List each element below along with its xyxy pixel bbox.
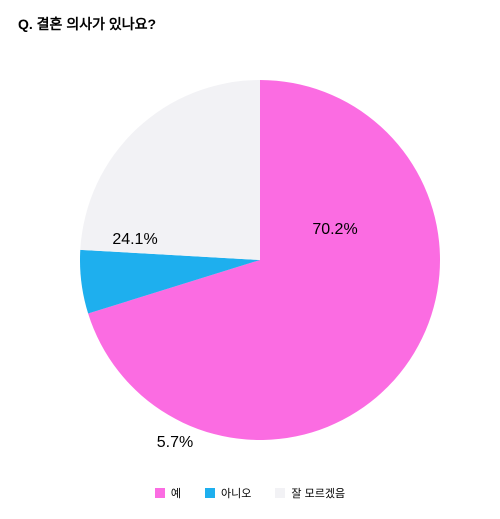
legend-item-unsure: 잘 모르겠음 [275, 485, 345, 501]
chart-container: Q. 결혼 의사가 있나요? 70.2%5.7%24.1% 예아니오잘 모르겠음 [0, 0, 500, 519]
legend-item-yes: 예 [155, 485, 181, 501]
legend: 예 아니오 잘 모르겠음 [0, 485, 500, 501]
slice-label-yes: 70.2% [312, 221, 357, 239]
pie-svg [0, 0, 500, 519]
legend-label-unsure: 잘 모르겠음 [291, 485, 345, 501]
legend-swatch-no [205, 488, 215, 498]
slice-label-unsure: 24.1% [112, 231, 157, 249]
legend-label-yes: 예 [171, 485, 181, 501]
pie-chart: 70.2% 5.7% 24.1% [0, 0, 500, 519]
legend-item-no: 아니오 [205, 485, 251, 501]
legend-swatch-unsure [275, 488, 285, 498]
pie-slice-unsure [80, 80, 260, 260]
slice-label-no: 5.7% [157, 434, 193, 452]
legend-label-no: 아니오 [221, 485, 251, 501]
legend-swatch-yes [155, 488, 165, 498]
